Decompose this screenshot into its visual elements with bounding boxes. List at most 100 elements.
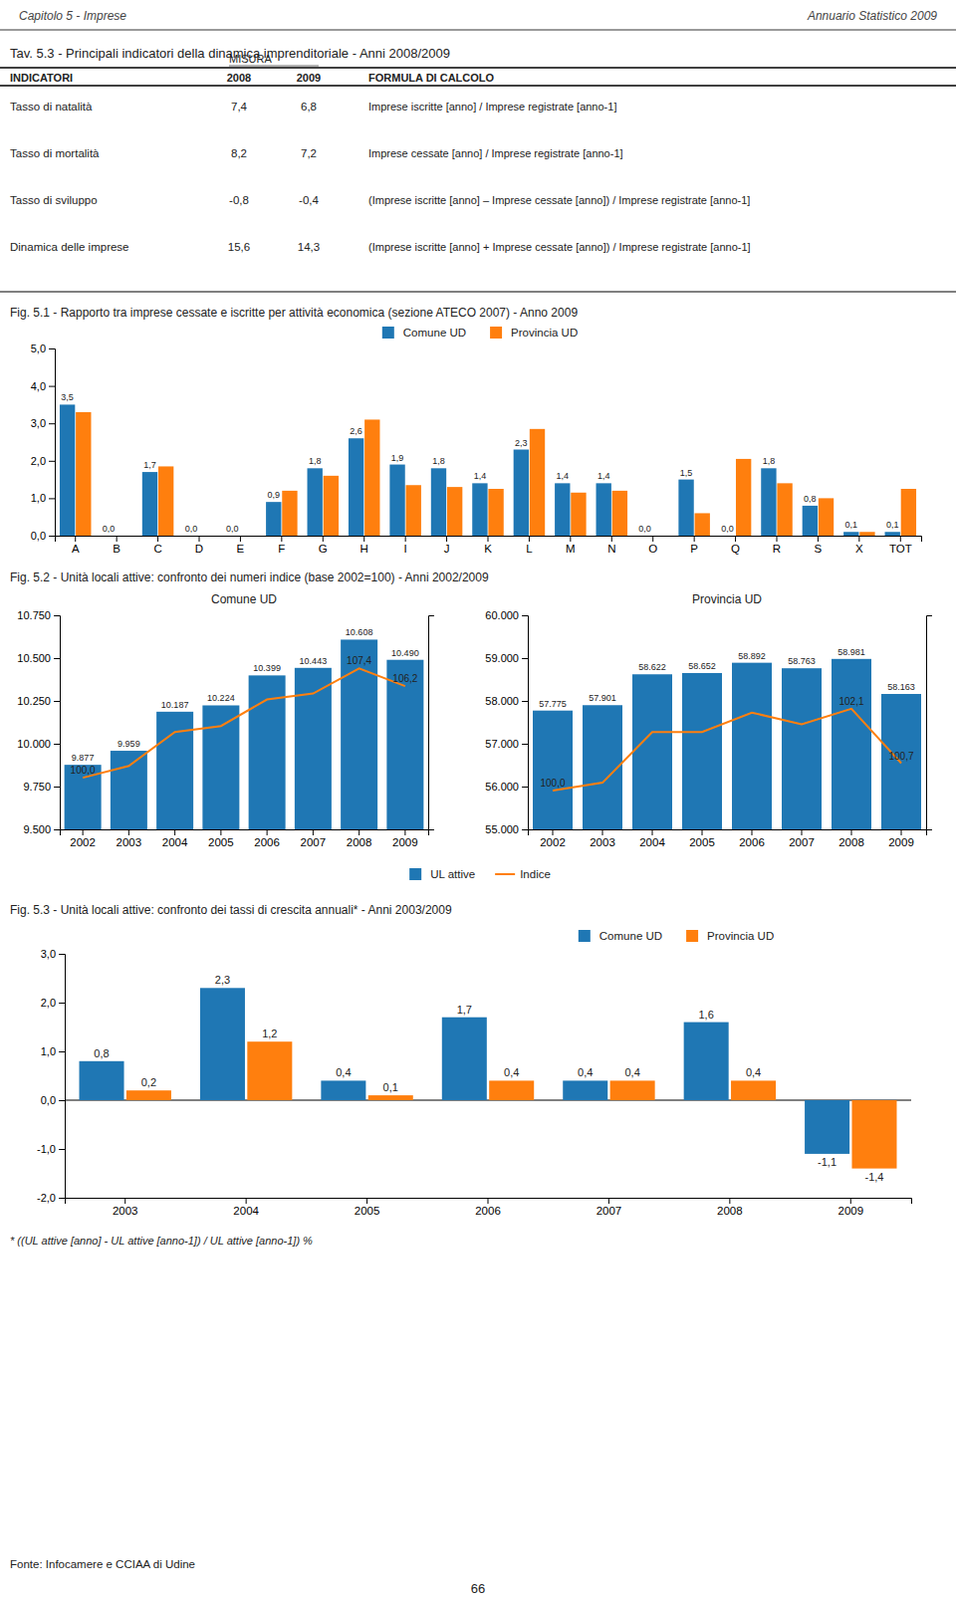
tick-mark (266, 829, 268, 836)
tick-mark (53, 786, 60, 788)
tick-mark (405, 535, 407, 542)
line (552, 709, 902, 791)
tick-mark (776, 535, 778, 542)
tick: 2008 (346, 829, 373, 849)
legend-label: Indice (519, 868, 551, 881)
table-cell: Tasso di sviluppo (9, 194, 98, 207)
tick-mark (702, 829, 704, 836)
y-axis: 9.5009.75010.00010.25010.50010.750 (16, 609, 60, 836)
tick: I (404, 535, 408, 555)
tick-mark (608, 1197, 610, 1204)
table-rule (0, 290, 956, 292)
table-cell: Dinamica delle imprese (9, 240, 130, 253)
data-label: 1,7 (457, 1003, 473, 1016)
legend-swatch (578, 930, 591, 943)
bar (225, 535, 240, 537)
tick-mark (900, 535, 902, 542)
bar (695, 512, 711, 536)
x-axis: 20022003200420052006200720082009 (60, 829, 430, 849)
tick: 60.000 (484, 609, 528, 622)
legend-swatch (489, 326, 502, 339)
table-cell: (Imprese iscritte [anno] + Imprese cessa… (368, 240, 751, 253)
tick-mark (652, 829, 654, 836)
tick-label: 2007 (596, 1204, 623, 1217)
axis-line (521, 616, 529, 831)
tick-mark (58, 1051, 65, 1053)
legend-item: UL attive (409, 868, 476, 881)
tick-label: 3,0 (40, 948, 56, 960)
bar (760, 468, 776, 536)
tick-mark (48, 497, 55, 499)
table-cell: Tasso di mortalità (9, 147, 100, 160)
bar (100, 535, 116, 537)
tick-mark (312, 829, 314, 836)
tick: D (195, 535, 204, 555)
bar (183, 535, 199, 537)
data-label: 0,0 (102, 523, 116, 534)
tick-label: R (772, 542, 781, 555)
chart: 0,01,02,03,04,05,0ABCDEFGHIJKLMNOPQRSXTO… (30, 342, 923, 555)
table-cell: Imprese cessate [anno] / Imprese registr… (368, 147, 624, 160)
tick: 2009 (888, 829, 915, 849)
tick: 59.000 (484, 652, 528, 665)
table-cell: -0,4 (298, 194, 319, 207)
y2-axis (927, 616, 934, 831)
data-label: 0,1 (383, 1081, 399, 1094)
tick: F (277, 535, 285, 555)
tick: 55.000 (484, 823, 528, 836)
legend-item: Comune UD (382, 326, 467, 339)
bar (294, 668, 332, 830)
tick-mark (48, 386, 55, 388)
data-label: 1,4 (474, 471, 487, 481)
tick: 10.000 (16, 737, 60, 750)
table-rule (229, 65, 319, 67)
legend-label: Provincia UD (707, 930, 774, 943)
tick-label: 2003 (116, 836, 143, 849)
tick-label: 55.000 (484, 823, 519, 836)
tick-mark (58, 1149, 65, 1151)
data-label: 1,6 (699, 1008, 715, 1021)
tick-mark (734, 535, 736, 542)
data-labels: 0,82,30,41,70,41,6-1,10,21,20,10,40,40,4… (93, 973, 884, 1183)
zero-line (64, 1100, 912, 1102)
data-label: 0,4 (624, 1066, 640, 1079)
tick-label: 1,0 (40, 1045, 56, 1058)
tick-label: O (648, 542, 658, 555)
tick-label: G (318, 542, 328, 555)
tick: 2005 (354, 1197, 381, 1217)
tick-label: -1,0 (36, 1143, 56, 1156)
data-label: 1,7 (143, 460, 157, 471)
page-root: Capitolo 5 - ImpreseAnnuario Statistico … (0, 0, 956, 1600)
tick-mark (48, 348, 55, 350)
data-label: 2,3 (215, 973, 231, 986)
page: Capitolo 5 - ImpreseAnnuario Statistico … (0, 0, 956, 1600)
tick: TOT (889, 535, 913, 555)
data-labels: 9.8779.95910.18710.22410.39910.44310.608… (70, 627, 420, 776)
tick-label: 1,0 (30, 491, 46, 504)
tick-mark (53, 658, 60, 660)
tick: -2,0 (36, 1192, 65, 1204)
bar (447, 486, 463, 536)
tick: 2005 (208, 829, 235, 849)
tick-mark (58, 1197, 65, 1199)
tick-label: 9.750 (22, 780, 51, 793)
tick: 10.750 (16, 609, 60, 622)
tick-label: 60.000 (484, 609, 519, 622)
bar (307, 468, 323, 536)
chart-subtitle: Provincia UD (692, 592, 762, 607)
tick-mark (858, 535, 860, 542)
table-cell: (Imprese iscritte [anno] – Imprese cessa… (368, 194, 750, 207)
bar (596, 482, 612, 536)
table-cell: 14,3 (297, 240, 320, 253)
tick-label: 2005 (354, 1204, 381, 1217)
tick-mark (82, 829, 84, 836)
legend-item: Comune UD (578, 930, 663, 943)
data-label: 0,2 (141, 1076, 157, 1089)
legend: Comune UDProvincia UD (382, 326, 578, 339)
tick-label: 2009 (888, 836, 915, 849)
tick: -1,0 (36, 1143, 65, 1156)
header-rule (0, 29, 956, 31)
tick-mark (851, 829, 853, 836)
data-label: 0,1 (886, 519, 900, 530)
bar (532, 711, 573, 830)
